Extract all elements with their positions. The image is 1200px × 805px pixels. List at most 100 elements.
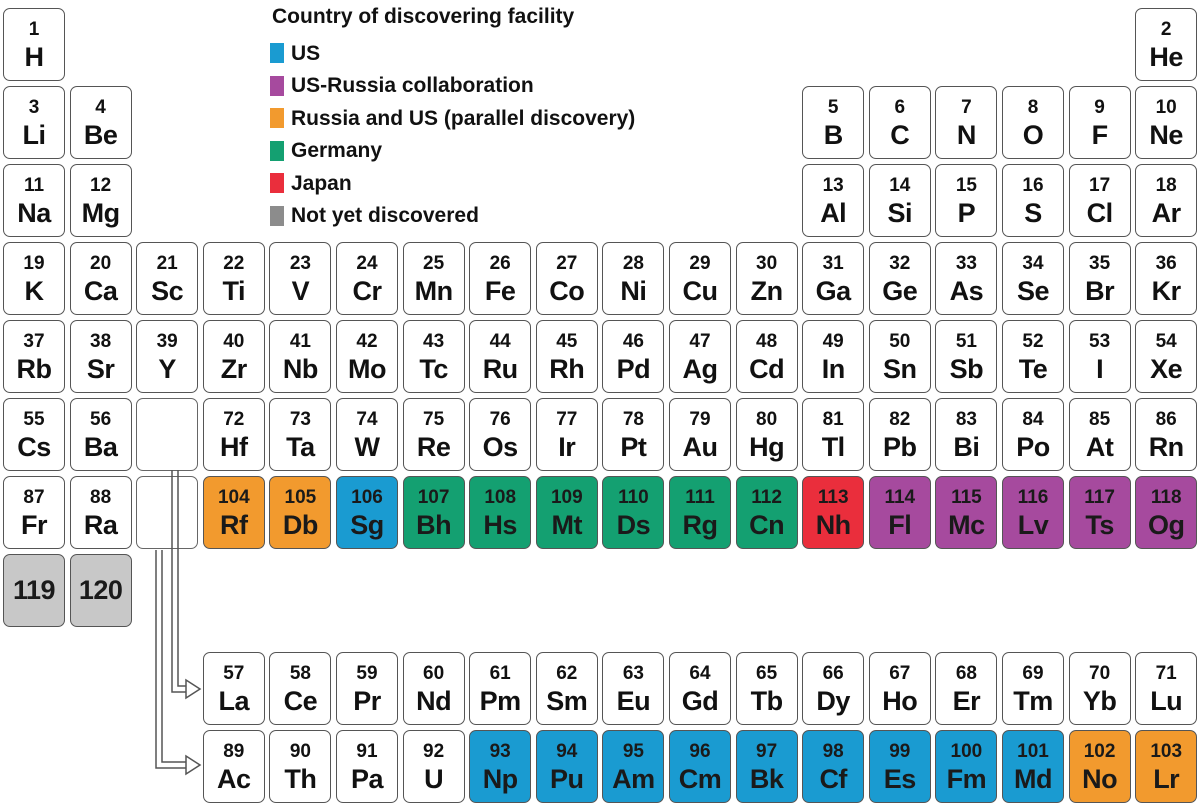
atomic-number: 98 xyxy=(822,741,844,762)
element-symbol: Hf xyxy=(220,432,248,462)
legend-swatch xyxy=(270,173,284,194)
atomic-number: 37 xyxy=(23,331,45,352)
element-cell-zn: 30 Zn xyxy=(735,242,798,315)
element-cell-undiscovered: 119 xyxy=(3,554,65,627)
atomic-number: 21 xyxy=(156,253,178,274)
element-cell-tl: 81 Tl xyxy=(802,398,865,471)
element-symbol: He xyxy=(1149,42,1183,72)
element-cell-sn: 50 Sn xyxy=(868,320,931,393)
element-cell-undiscovered: 120 xyxy=(69,554,132,627)
element-symbol: V xyxy=(291,276,310,306)
element-cell-ge: 32 Ge xyxy=(868,242,931,315)
atomic-number: 103 xyxy=(1150,741,1183,762)
element-cell-pb: 82 Pb xyxy=(868,398,931,471)
element-symbol: Nh xyxy=(815,510,852,540)
element-symbol: N xyxy=(956,120,977,150)
element-cell-nh: 113 Nh xyxy=(802,476,865,549)
atomic-number: 33 xyxy=(955,253,977,274)
element-cell-ba: 56 Ba xyxy=(69,398,132,471)
atomic-number: 24 xyxy=(356,253,378,274)
element-cell-lr: 103 Lr xyxy=(1135,730,1198,803)
element-cell-po: 84 Po xyxy=(1002,398,1064,471)
legend-swatch xyxy=(270,108,284,129)
atomic-number: 64 xyxy=(689,663,711,684)
atomic-number: 26 xyxy=(489,253,511,274)
atomic-number: 105 xyxy=(284,487,317,508)
atomic-number: 104 xyxy=(217,487,250,508)
atomic-number: 52 xyxy=(1022,331,1044,352)
element-cell-rg: 111 Rg xyxy=(669,476,731,549)
legend-item-germany: Germany xyxy=(270,135,635,168)
element-symbol: Ag xyxy=(682,354,719,384)
element-cell-bi: 83 Bi xyxy=(935,398,998,471)
atomic-number: 116 xyxy=(1017,487,1049,508)
atomic-number: 115 xyxy=(951,487,982,508)
element-symbol: Na xyxy=(17,198,51,228)
element-cell-rb: 37 Rb xyxy=(3,320,65,393)
atomic-number: 95 xyxy=(622,741,644,762)
legend-item-japan: Japan xyxy=(270,167,635,200)
element-symbol: Bi xyxy=(953,432,980,462)
element-cell-al: 13 Al xyxy=(802,164,865,237)
legend-label: US-Russia collaboration xyxy=(291,74,534,98)
element-symbol: Se xyxy=(1016,276,1050,306)
element-symbol: In xyxy=(821,354,846,384)
element-cell-tb: 65 Tb xyxy=(735,652,798,725)
element-cell-w: 74 W xyxy=(336,398,398,471)
atomic-number: 36 xyxy=(1155,253,1177,274)
atomic-number: 114 xyxy=(884,487,916,508)
atomic-number: 30 xyxy=(756,253,778,274)
element-symbol: Br xyxy=(1085,276,1115,306)
element-cell-ir: 77 Ir xyxy=(535,398,598,471)
element-symbol: I xyxy=(1096,354,1104,384)
element-symbol: Cf xyxy=(819,764,847,794)
element-symbol: No xyxy=(1082,764,1118,794)
element-cell-cm: 96 Cm xyxy=(669,730,731,803)
legend-swatch xyxy=(270,75,284,96)
element-symbol: Hs xyxy=(483,510,517,540)
element-cell-kr: 36 Kr xyxy=(1135,242,1198,315)
atomic-number: 42 xyxy=(356,331,378,352)
atomic-number: 3 xyxy=(28,97,40,118)
atomic-number: 10 xyxy=(1155,97,1177,118)
element-symbol: U xyxy=(424,764,444,794)
atomic-number: 20 xyxy=(90,253,112,274)
element-symbol: Zn xyxy=(750,276,784,306)
element-symbol: Sm xyxy=(546,686,588,716)
element-cell-db: 105 Db xyxy=(269,476,332,549)
atomic-number: 71 xyxy=(1155,663,1177,684)
element-cell-pr: 59 Pr xyxy=(336,652,398,725)
element-cell-hg: 80 Hg xyxy=(735,398,798,471)
atomic-number: 90 xyxy=(289,741,311,762)
element-cell-se: 34 Se xyxy=(1002,242,1064,315)
element-cell-ds: 110 Ds xyxy=(602,476,665,549)
legend-label: US xyxy=(291,41,321,65)
element-cell-mo: 42 Mo xyxy=(336,320,398,393)
element-cell-lu: 71 Lu xyxy=(1135,652,1198,725)
element-symbol: Ra xyxy=(83,510,118,540)
element-cell-ne: 10 Ne xyxy=(1135,86,1198,159)
element-cell-zr: 40 Zr xyxy=(202,320,265,393)
element-cell-v: 23 V xyxy=(269,242,332,315)
element-symbol: Cu xyxy=(682,276,719,306)
atomic-number: 88 xyxy=(90,487,112,508)
element-cell-cd: 48 Cd xyxy=(735,320,798,393)
atomic-number: 54 xyxy=(1155,331,1177,352)
element-symbol: Db xyxy=(282,510,319,540)
element-symbol: C xyxy=(890,120,910,150)
element-symbol: Rg xyxy=(682,510,719,540)
atomic-number: 53 xyxy=(1089,331,1111,352)
element-symbol: Cn xyxy=(749,510,785,540)
element-symbol: Tm xyxy=(1013,686,1053,716)
element-symbol: S xyxy=(1024,198,1042,228)
element-cell-sc: 21 Sc xyxy=(136,242,199,315)
legend-label: Not yet discovered xyxy=(291,204,479,228)
element-symbol: Fe xyxy=(484,276,516,306)
element-symbol: Er xyxy=(952,686,981,716)
atomic-number: 48 xyxy=(756,331,778,352)
atomic-number: 45 xyxy=(556,331,578,352)
element-symbol: Am xyxy=(612,764,655,794)
atomic-number: 58 xyxy=(289,663,311,684)
element-cell-os: 76 Os xyxy=(469,398,532,471)
